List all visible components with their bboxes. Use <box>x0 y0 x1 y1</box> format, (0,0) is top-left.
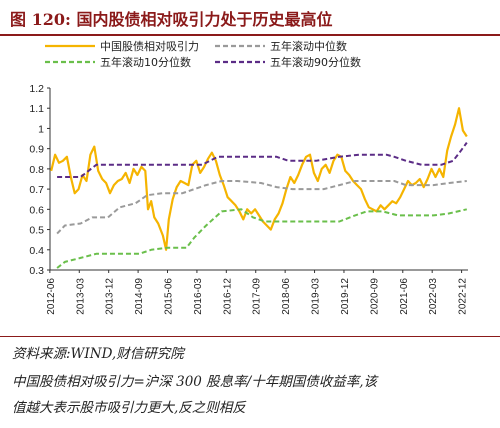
x-tick-label: 2016-03 <box>193 278 204 315</box>
x-tick-label: 2013-12 <box>105 278 116 315</box>
series-line-3 <box>57 142 468 178</box>
x-tick-label: 2019-03 <box>311 278 322 315</box>
source-note: 资料来源:WIND,财信研究院 <box>12 346 184 362</box>
legend-label-3: 五年滚动90分位数 <box>270 55 361 69</box>
line-chart: 0.3 0.4 0.5 0.6 0.7 0.8 0.9 1 1.1 1.2 2012-06 2013-… <box>29 39 469 315</box>
y-tick-label: 0.8 <box>29 164 44 176</box>
footer-divider <box>0 336 500 337</box>
y-tick-label: 0.5 <box>29 225 44 237</box>
x-tick-label: 2012-06 <box>46 278 57 315</box>
series-line-2 <box>56 208 468 269</box>
x-tick-label: 2016-12 <box>222 278 233 315</box>
figure-title-bar: 图 120: 国内股债相对吸引力处于历史最高位 <box>0 0 500 36</box>
x-tick-label: 2015-06 <box>164 278 175 315</box>
legend-label-2: 五年滚动10分位数 <box>100 55 191 69</box>
x-tick-label: 2013-03 <box>75 278 86 315</box>
x-tick-label: 2019-12 <box>340 278 351 315</box>
y-tick-label: 1.1 <box>29 103 44 115</box>
series-line-0 <box>50 107 468 251</box>
y-tick-label: 0.6 <box>29 204 44 216</box>
x-tick-label: 2022-03 <box>428 278 439 315</box>
definition-note-line-2: 值越大表示股市吸引力更大,反之则相反 <box>12 400 246 416</box>
y-tick-label: 0.3 <box>29 265 44 277</box>
x-tick-label: 2018-06 <box>281 278 292 315</box>
x-tick-label: 2017-09 <box>252 278 263 315</box>
x-tick-label: 2020-09 <box>369 278 380 315</box>
y-tick-label: 0.4 <box>29 245 44 257</box>
y-tick-label: 1.2 <box>29 83 44 95</box>
y-tick-label: 1 <box>38 123 44 135</box>
legend-label-1: 五年滚动中位数 <box>270 39 347 53</box>
definition-note-line-1: 中国股债相对吸引力=沪深 300 股息率/十年期国债收益率,该 <box>12 374 378 390</box>
legend-label-0: 中国股债相对吸引力 <box>100 39 199 53</box>
figure-title: 图 120: 国内股债相对吸引力处于历史最高位 <box>10 10 333 29</box>
x-tick-label: 2014-09 <box>134 278 145 315</box>
x-tick-label: 2022-12 <box>458 278 469 315</box>
y-tick-label: 0.7 <box>29 184 44 196</box>
y-tick-label: 0.9 <box>29 144 44 156</box>
x-tick-label: 2021-06 <box>399 278 410 315</box>
